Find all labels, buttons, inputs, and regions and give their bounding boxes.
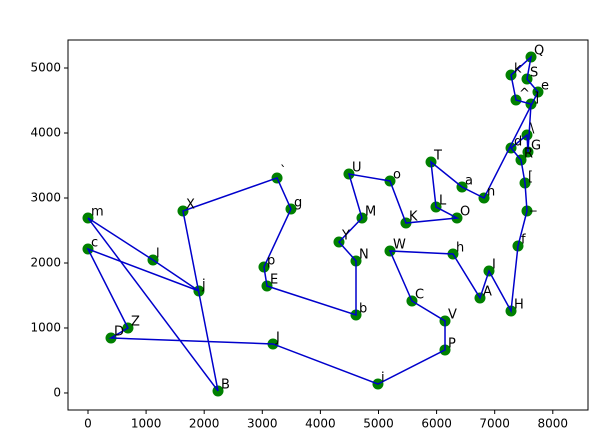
plot-frame [67, 39, 589, 411]
point-label: ] [534, 91, 539, 106]
tour-line [86, 54, 539, 392]
point-label: ` [280, 164, 287, 179]
point-label: N [359, 247, 369, 262]
x-tick-label: 2000 [189, 417, 220, 431]
point-label: U [352, 161, 362, 176]
x-tick-label: 8000 [538, 417, 569, 431]
point-label: O [460, 205, 470, 220]
tour-closing-line [87, 217, 219, 392]
y-tick-label: 0 [53, 385, 61, 399]
y-tick-label: 2000 [30, 255, 61, 269]
point-label: C [415, 288, 424, 303]
point-label: E [270, 272, 278, 287]
point-label: i [381, 371, 385, 386]
point-label: k [514, 62, 522, 77]
point-label: W [393, 237, 406, 252]
x-tick-label: 1000 [131, 417, 162, 431]
point-label: G [531, 138, 541, 153]
point-label: m [91, 205, 104, 220]
point-label: f [521, 232, 526, 247]
x-tick-label: 6000 [421, 417, 452, 431]
x-tick-label: 4000 [305, 417, 336, 431]
point-label: B [221, 377, 230, 392]
y-tick-label: 5000 [30, 61, 61, 75]
point-label: g [294, 195, 302, 210]
point-label: b [359, 301, 367, 316]
point-label: e [541, 78, 549, 93]
point-label: S [530, 65, 538, 80]
point-label: j [201, 277, 206, 292]
x-tick-label: 0 [84, 417, 92, 431]
x-tick-label: 3000 [247, 417, 278, 431]
point-label: p [267, 254, 275, 269]
y-tick-label: 3000 [30, 190, 61, 204]
point-label: V [448, 307, 457, 322]
point-label: Q [534, 44, 544, 59]
point-label: a [465, 174, 473, 189]
point-label: Y [341, 228, 350, 243]
point-label: M [365, 205, 376, 220]
point-label: D [114, 324, 124, 339]
x-tick-label: 5000 [363, 417, 394, 431]
point-label: Z [131, 314, 140, 329]
point-label: d [514, 135, 522, 150]
point-label: T [433, 148, 442, 163]
point-label: R [524, 146, 533, 161]
point-label: A [483, 284, 492, 299]
point-label: l [156, 246, 160, 261]
point-label: P [448, 336, 456, 351]
point-label: I [492, 257, 496, 272]
point-label: o [393, 167, 401, 182]
point-label: L [439, 193, 447, 208]
point-label: [ [528, 169, 533, 184]
point-label: c [91, 236, 98, 251]
y-tick-label: 1000 [30, 320, 61, 334]
point-label: ^ [519, 86, 530, 101]
x-tick-label: 7000 [479, 417, 510, 431]
point-label: n [487, 184, 495, 199]
point-label: J [275, 330, 280, 345]
point-label: \ [530, 122, 535, 137]
point-label: X [186, 197, 195, 212]
point-label: K [409, 210, 418, 225]
y-tick-label: 4000 [30, 126, 61, 140]
point-label: _ [529, 197, 537, 212]
point-label: H [514, 297, 524, 312]
point-label: h [456, 241, 464, 256]
